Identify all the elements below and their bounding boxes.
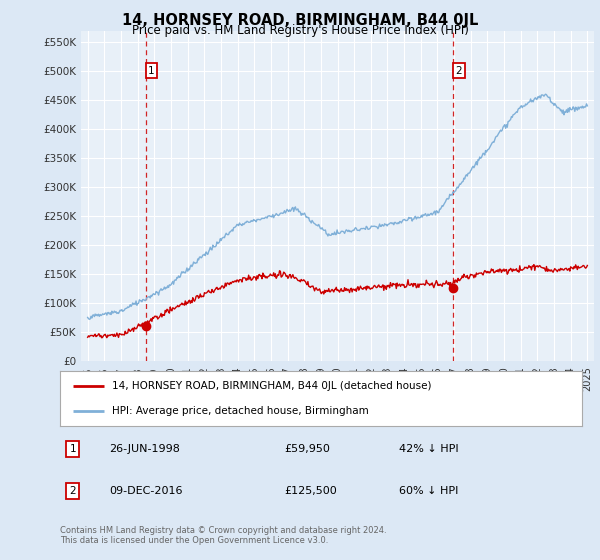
- Text: 2: 2: [455, 66, 462, 76]
- Text: 26-JUN-1998: 26-JUN-1998: [110, 444, 181, 454]
- Text: 42% ↓ HPI: 42% ↓ HPI: [400, 444, 459, 454]
- Text: HPI: Average price, detached house, Birmingham: HPI: Average price, detached house, Birm…: [112, 406, 369, 416]
- Text: Price paid vs. HM Land Registry's House Price Index (HPI): Price paid vs. HM Land Registry's House …: [131, 24, 469, 37]
- Text: £59,950: £59,950: [284, 444, 331, 454]
- Text: 60% ↓ HPI: 60% ↓ HPI: [400, 486, 458, 496]
- Text: 09-DEC-2016: 09-DEC-2016: [110, 486, 183, 496]
- Text: 14, HORNSEY ROAD, BIRMINGHAM, B44 0JL: 14, HORNSEY ROAD, BIRMINGHAM, B44 0JL: [122, 13, 478, 28]
- Text: This data is licensed under the Open Government Licence v3.0.: This data is licensed under the Open Gov…: [60, 536, 328, 545]
- Text: 2: 2: [70, 486, 76, 496]
- Text: 1: 1: [148, 66, 155, 76]
- Text: Contains HM Land Registry data © Crown copyright and database right 2024.: Contains HM Land Registry data © Crown c…: [60, 526, 386, 535]
- Text: £125,500: £125,500: [284, 486, 337, 496]
- Text: 1: 1: [70, 444, 76, 454]
- Text: 14, HORNSEY ROAD, BIRMINGHAM, B44 0JL (detached house): 14, HORNSEY ROAD, BIRMINGHAM, B44 0JL (d…: [112, 381, 432, 390]
